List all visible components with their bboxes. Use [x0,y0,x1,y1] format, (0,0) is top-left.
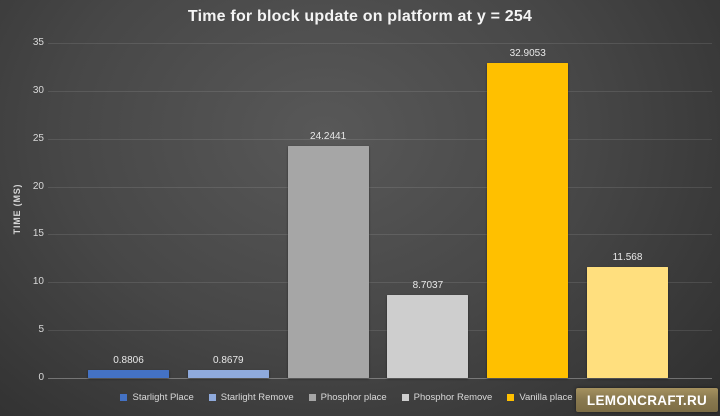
legend-label: Vanilla place [519,391,573,403]
legend-swatch [208,393,216,401]
bar [88,369,169,378]
gridline [48,186,712,188]
bar [187,369,269,378]
watermark-text: LEMONCRAFT.RU [586,392,708,408]
legend-swatch [507,393,515,401]
y-tick-label: 5 [38,324,44,336]
y-tick-label: 35 [32,37,44,48]
y-tick-label: 25 [32,132,44,144]
legend-swatch [120,393,128,401]
y-tick-label: 0 [38,372,44,383]
gridline [48,378,712,379]
y-tick-label: 20 [32,180,44,192]
legend-label: Phosphor Remove [413,391,493,403]
watermark: LEMONCRAFT.RU [576,388,718,412]
bar [487,63,569,378]
bar [287,145,369,378]
bar-value-label: 0.8806 [113,354,144,366]
gridline [48,234,712,236]
plot-area: 0.8806 0.8679 24.2441 8.7037 32.9053 11.568 [48,43,712,379]
y-tick-label: 10 [32,276,44,288]
legend-label: Starlight Remove [220,391,294,403]
legend-label: Phosphor place [320,391,387,403]
legend-item: Starlight Remove [208,391,294,403]
gridline [48,282,712,284]
bar [587,267,668,378]
gridline [48,138,712,140]
y-tick-label: 30 [32,84,44,96]
gridline [48,43,712,44]
bar-value-label: 32.9053 [509,48,546,60]
legend-item: Phosphor Remove [401,391,493,403]
legend-label: Starlight Place [132,391,194,403]
bar [387,294,469,378]
legend-swatch [308,393,316,401]
legend-item: Vanilla place [507,391,573,403]
legend-item: Starlight Place [120,391,194,403]
legend-item: Phosphor place [308,391,387,403]
legend-swatch [401,393,409,401]
chart-title: Time for block update on platform at y =… [187,8,533,25]
bar-value-label: 8.7037 [412,279,444,291]
y-tick-label: 15 [32,228,44,240]
gridline [48,330,712,332]
bar-value-label: 11.568 [612,252,643,264]
gridline [48,90,712,92]
bar-value-label: 0.8679 [213,354,244,366]
bar-value-label: 24.2441 [310,130,347,142]
